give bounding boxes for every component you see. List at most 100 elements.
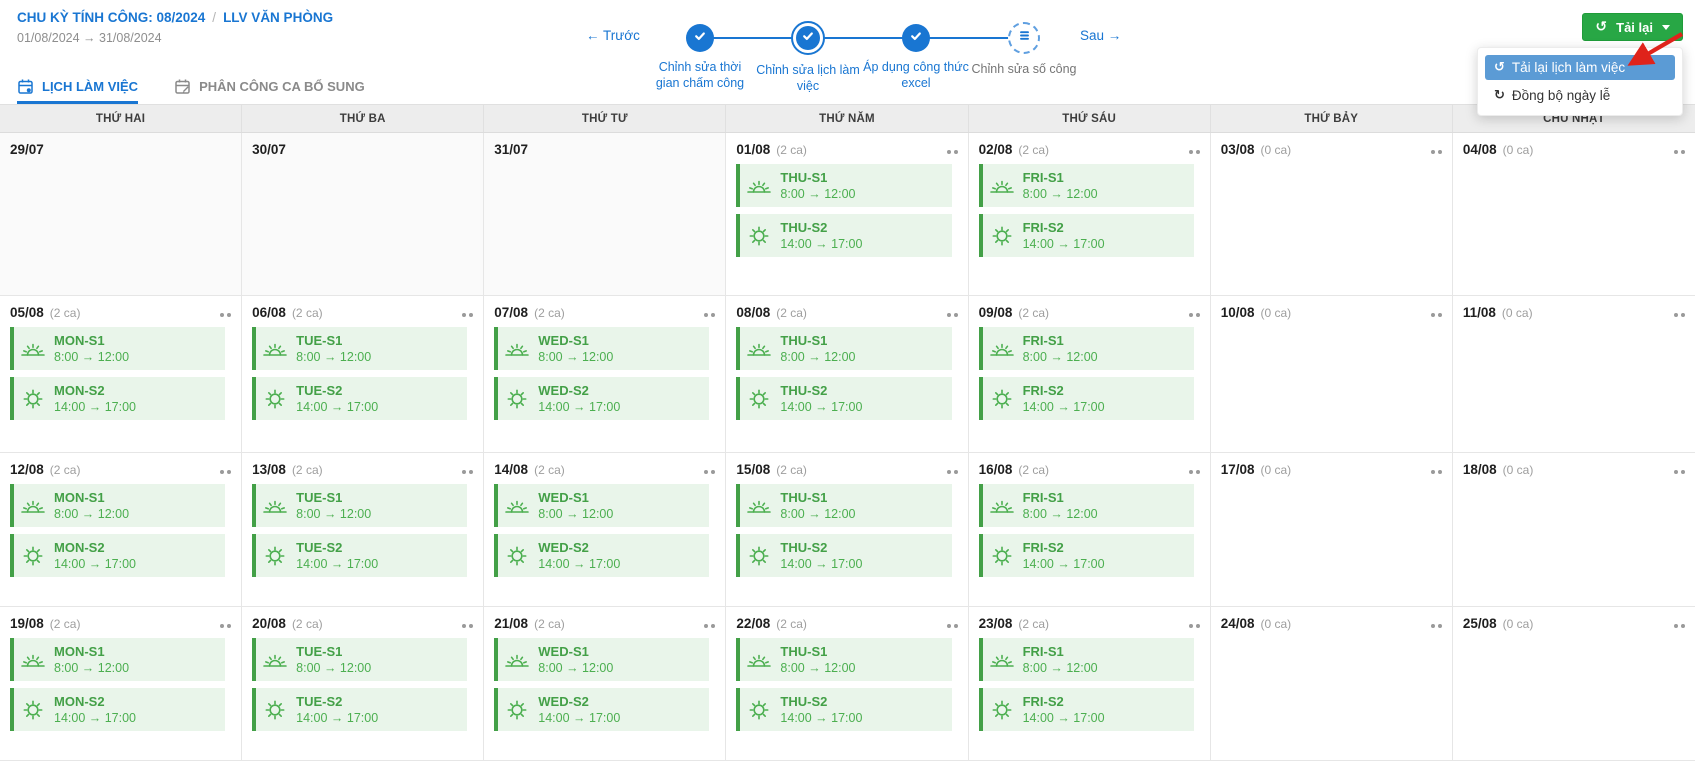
day-more-options-icon[interactable] <box>462 465 474 474</box>
shift-entry[interactable]: WED-S1 8:00 → 12:00 <box>494 327 710 370</box>
day-more-options-icon[interactable] <box>220 619 232 628</box>
shift-name: FRI-S2 <box>1022 540 1064 555</box>
shift-entry[interactable]: MON-S2 14:00 → 17:00 <box>10 688 226 731</box>
day-date: 29/07 <box>10 142 44 157</box>
day-more-options-icon[interactable] <box>946 308 958 317</box>
check-icon <box>801 29 815 48</box>
shift-entry[interactable]: THU-S2 14:00 → 17:00 <box>736 377 952 420</box>
day-more-options-icon[interactable] <box>1430 145 1442 154</box>
shift-entry[interactable]: FRI-S1 8:00 → 12:00 <box>978 164 1194 207</box>
check-icon <box>909 29 923 48</box>
tab-work-schedule[interactable]: LỊCH LÀM VIỆC <box>17 78 139 104</box>
menu-item-reload-schedule[interactable]: ↺ Tải lại lịch làm việc <box>1485 55 1675 80</box>
shift-entry[interactable]: FRI-S1 8:00 → 12:00 <box>978 638 1194 681</box>
shift-entry[interactable]: WED-S1 8:00 → 12:00 <box>494 638 710 681</box>
day-more-options-icon[interactable] <box>1430 619 1442 628</box>
shift-entry[interactable]: THU-S2 14:00 → 17:00 <box>736 534 952 577</box>
shift-entry[interactable]: WED-S2 14:00 → 17:00 <box>494 534 710 577</box>
day-more-options-icon[interactable] <box>1188 465 1200 474</box>
shift-entry[interactable]: WED-S2 14:00 → 17:00 <box>494 377 710 420</box>
shift-name: TUE-S1 <box>296 644 343 659</box>
sun-icon <box>261 544 289 568</box>
sunrise-icon <box>988 174 1016 198</box>
day-more-options-icon[interactable] <box>946 465 958 474</box>
shift-entry[interactable]: TUE-S1 8:00 → 12:00 <box>252 638 468 681</box>
shift-entry[interactable]: MON-S1 8:00 → 12:00 <box>10 638 226 681</box>
day-date: 02/08 <box>978 142 1013 157</box>
shift-entry[interactable]: FRI-S1 8:00 → 12:00 <box>978 327 1194 370</box>
shift-entry[interactable]: THU-S1 8:00 → 12:00 <box>736 164 952 207</box>
shift-name: WED-S1 <box>538 490 589 505</box>
shift-entry[interactable]: MON-S2 14:00 → 17:00 <box>10 377 226 420</box>
shift-entry[interactable]: THU-S1 8:00 → 12:00 <box>736 484 952 527</box>
stepper-step-4[interactable]: Chỉnh sửa số công <box>970 21 1078 94</box>
day-more-options-icon[interactable] <box>704 465 716 474</box>
day-more-options-icon[interactable] <box>1188 308 1200 317</box>
shift-entry[interactable]: WED-S2 14:00 → 17:00 <box>494 688 710 731</box>
day-more-options-icon[interactable] <box>1673 619 1685 628</box>
reload-button-label: Tải lại <box>1616 19 1653 35</box>
sun-icon <box>19 544 47 568</box>
calendar-day-cell: 13/08 (2 ca) TUE-S1 8:00 → 12:00 TUE-S2 14:00… <box>242 453 485 607</box>
shift-entry[interactable]: FRI-S2 14:00 → 17:00 <box>978 214 1194 257</box>
day-more-options-icon[interactable] <box>704 308 716 317</box>
breadcrumb-cycle-link[interactable]: CHU KỲ TÍNH CÔNG: 08/2024 <box>17 10 206 25</box>
stepper-step-2[interactable]: Chỉnh sửa lịch làm việc <box>754 21 862 94</box>
stepper-next-link[interactable]: Sau → <box>1080 28 1122 43</box>
shift-entry[interactable]: FRI-S2 14:00 → 17:00 <box>978 534 1194 577</box>
day-more-options-icon[interactable] <box>462 619 474 628</box>
shift-entry[interactable]: TUE-S1 8:00 → 12:00 <box>252 484 468 527</box>
shift-entry[interactable]: TUE-S2 14:00 → 17:00 <box>252 534 468 577</box>
shift-entry[interactable]: MON-S1 8:00 → 12:00 <box>10 484 226 527</box>
day-more-options-icon[interactable] <box>462 308 474 317</box>
day-more-options-icon[interactable] <box>220 308 232 317</box>
day-more-options-icon[interactable] <box>704 619 716 628</box>
calendar-day-cell: 05/08 (2 ca) MON-S1 8:00 → 12:00 MON-S2 14:00… <box>0 296 243 453</box>
reload-button[interactable]: ↺ Tải lại <box>1582 13 1683 41</box>
day-more-options-icon[interactable] <box>1673 145 1685 154</box>
shift-entry[interactable]: FRI-S1 8:00 → 12:00 <box>978 484 1194 527</box>
breadcrumb: CHU KỲ TÍNH CÔNG: 08/2024 / LLV VĂN PHÒN… <box>17 10 333 25</box>
day-more-options-icon[interactable] <box>1673 308 1685 317</box>
day-more-options-icon[interactable] <box>1430 465 1442 474</box>
tab-extra-shift-assignment[interactable]: PHÂN CÔNG CA BỔ SUNG <box>174 78 365 104</box>
day-date: 21/08 <box>494 616 529 631</box>
stepper-step-1[interactable]: Chỉnh sửa thời gian chấm công <box>646 21 754 94</box>
shift-entry[interactable]: THU-S2 14:00 → 17:00 <box>736 214 952 257</box>
shift-entry[interactable]: THU-S1 8:00 → 12:00 <box>736 638 952 681</box>
shift-entry[interactable]: FRI-S2 14:00 → 17:00 <box>978 377 1194 420</box>
day-more-options-icon[interactable] <box>1430 308 1442 317</box>
stepper-prev-link[interactable]: ← Trước <box>586 28 640 43</box>
day-date: 15/08 <box>736 462 771 477</box>
calendar-day-cell: 01/08 (2 ca) THU-S1 8:00 → 12:00 THU-S2 14:00… <box>726 133 969 296</box>
calendar-day-cell: 14/08 (2 ca) WED-S1 8:00 → 12:00 WED-S2 14:00… <box>484 453 727 607</box>
shift-entry[interactable]: TUE-S2 14:00 → 17:00 <box>252 377 468 420</box>
day-more-options-icon[interactable] <box>220 465 232 474</box>
stepper-step-3[interactable]: Áp dụng công thức excel <box>862 21 970 94</box>
day-more-options-icon[interactable] <box>1673 465 1685 474</box>
shift-entry[interactable]: TUE-S2 14:00 → 17:00 <box>252 688 468 731</box>
sun-icon <box>19 698 47 722</box>
shift-entry[interactable]: THU-S2 14:00 → 17:00 <box>736 688 952 731</box>
shift-name: THU-S1 <box>780 644 828 659</box>
day-shift-count: (2 ca) <box>1018 463 1050 477</box>
shift-time: 8:00 → 12:00 <box>538 507 614 521</box>
shift-name: MON-S1 <box>54 333 105 348</box>
day-more-options-icon[interactable] <box>946 619 958 628</box>
calendar-day-cell: 30/07 <box>242 133 485 296</box>
shift-name: FRI-S1 <box>1022 333 1064 348</box>
day-more-options-icon[interactable] <box>946 145 958 154</box>
shift-entry[interactable]: MON-S2 14:00 → 17:00 <box>10 534 226 577</box>
day-more-options-icon[interactable] <box>1188 619 1200 628</box>
step-label: Chỉnh sửa lịch làm việc <box>756 63 860 93</box>
shift-time: 14:00 → 17:00 <box>538 557 621 571</box>
shift-entry[interactable]: WED-S1 8:00 → 12:00 <box>494 484 710 527</box>
shift-entry[interactable]: FRI-S2 14:00 → 17:00 <box>978 688 1194 731</box>
shift-entry[interactable]: MON-S1 8:00 → 12:00 <box>10 327 226 370</box>
shift-time: 14:00 → 17:00 <box>296 711 379 725</box>
shift-entry[interactable]: TUE-S1 8:00 → 12:00 <box>252 327 468 370</box>
shift-entry[interactable]: THU-S1 8:00 → 12:00 <box>736 327 952 370</box>
day-more-options-icon[interactable] <box>1188 145 1200 154</box>
breadcrumb-unit-link[interactable]: LLV VĂN PHÒNG <box>223 10 334 25</box>
menu-item-sync-holidays[interactable]: ↻ Đồng bộ ngày lễ <box>1485 83 1675 108</box>
